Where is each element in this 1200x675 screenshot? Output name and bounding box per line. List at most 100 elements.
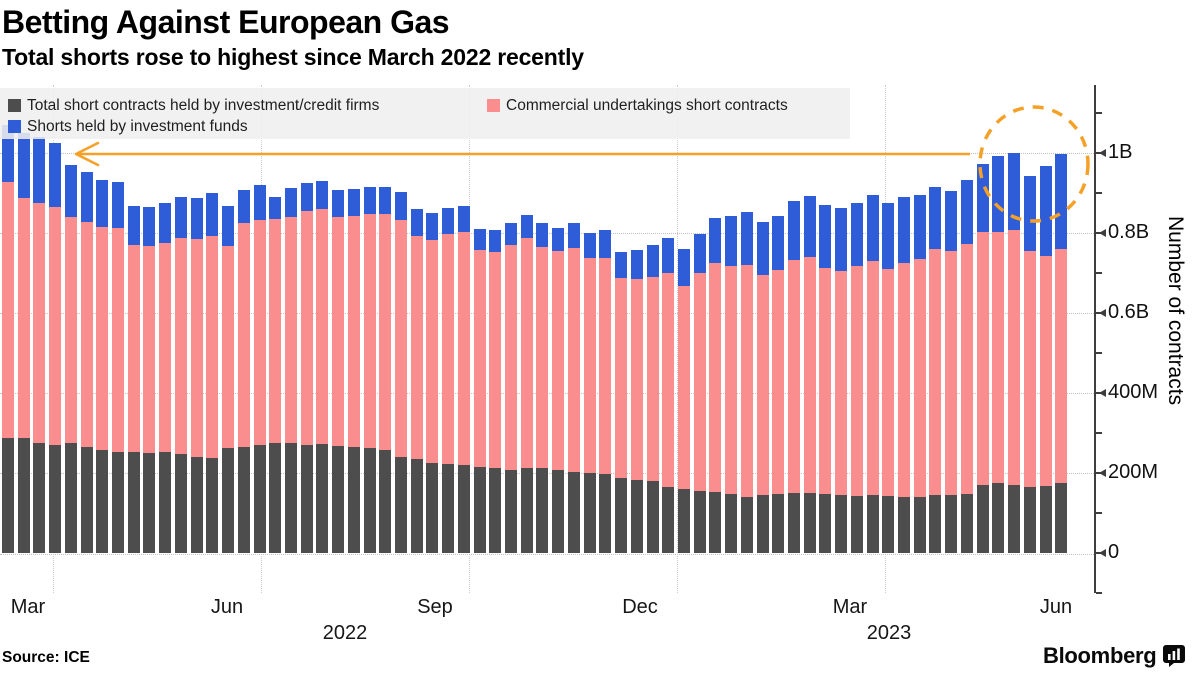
funds-segment xyxy=(803,195,816,258)
funds-segment xyxy=(64,165,77,217)
bar xyxy=(992,155,1005,553)
commercial-segment xyxy=(1039,255,1052,486)
funds-segment xyxy=(583,233,596,258)
funds-segment xyxy=(1008,153,1021,230)
funds-segment xyxy=(284,187,297,217)
commercial-segment xyxy=(913,259,926,497)
bar xyxy=(898,197,911,553)
commercial-segment xyxy=(630,279,643,480)
bar xyxy=(379,186,392,553)
y-minor-tick xyxy=(1096,352,1102,354)
funds-segment xyxy=(442,207,455,234)
y-tick-label: 0.6B xyxy=(1108,301,1150,324)
bar xyxy=(567,223,580,553)
funds-segment xyxy=(363,186,376,214)
firms-segment xyxy=(316,444,329,553)
x-tick-label-mar-4: Mar xyxy=(832,596,868,618)
bar xyxy=(2,125,14,553)
legend-label: Total short contracts held by investment… xyxy=(27,97,380,114)
commercial-segment xyxy=(882,269,895,496)
commercial-segment xyxy=(803,257,816,493)
funds-segment xyxy=(709,217,722,264)
bar xyxy=(112,181,125,553)
funds-segment xyxy=(316,181,329,209)
bar xyxy=(363,186,376,553)
firms-segment xyxy=(473,467,486,553)
commercial-segment xyxy=(898,263,911,497)
commercial-segment xyxy=(992,231,1005,484)
bar xyxy=(772,215,785,553)
bar xyxy=(630,249,643,553)
bar xyxy=(17,133,30,553)
funds-segment xyxy=(850,203,863,266)
bar xyxy=(316,181,329,553)
x-tick-label-jun-1: Jun xyxy=(210,596,244,618)
funds-segment xyxy=(882,202,895,269)
bar xyxy=(1055,154,1068,553)
firms-segment xyxy=(976,485,989,553)
legend-label: Commercial undertakings short contracts xyxy=(506,97,788,114)
bar xyxy=(332,189,345,553)
commercial-segment xyxy=(693,272,706,491)
bar xyxy=(410,209,423,553)
funds-segment xyxy=(80,171,93,222)
bar xyxy=(866,195,879,553)
funds-segment xyxy=(49,143,62,207)
funds-segment xyxy=(740,212,753,265)
bar xyxy=(945,190,958,553)
commercial-segment xyxy=(17,198,30,439)
bar xyxy=(552,227,565,553)
commercial-segment xyxy=(457,231,470,465)
commercial-segment xyxy=(222,245,235,448)
funds-segment xyxy=(2,125,14,182)
firms-segment xyxy=(505,469,518,553)
legend-swatch-firms xyxy=(8,99,21,112)
bar xyxy=(96,179,109,553)
bar xyxy=(929,187,942,553)
funds-segment xyxy=(33,137,46,203)
legend-swatch-commercial xyxy=(487,99,500,112)
bar xyxy=(505,223,518,553)
commercial-segment xyxy=(866,261,879,495)
bar xyxy=(835,208,848,553)
firms-segment xyxy=(646,481,659,553)
bar xyxy=(709,217,722,553)
legend-swatch-funds xyxy=(8,120,21,133)
commercial-segment xyxy=(174,237,187,454)
bar xyxy=(64,165,77,553)
y-tick-arrow-icon xyxy=(1099,229,1106,237)
funds-segment xyxy=(410,209,423,236)
funds-segment xyxy=(646,245,659,277)
x-year-label-2023: 2023 xyxy=(866,622,912,644)
firms-segment xyxy=(866,495,879,553)
funds-segment xyxy=(1055,154,1068,250)
funds-segment xyxy=(426,213,439,240)
commercial-segment xyxy=(960,243,973,494)
firms-segment xyxy=(395,456,407,553)
firms-segment xyxy=(677,489,690,553)
bar xyxy=(442,207,455,553)
commercial-segment xyxy=(945,250,958,495)
firms-segment xyxy=(127,451,140,553)
firms-segment xyxy=(882,495,895,553)
funds-segment xyxy=(127,205,140,245)
bloomberg-chart-icon xyxy=(1163,645,1186,667)
funds-segment xyxy=(159,203,172,243)
firms-segment xyxy=(410,459,423,553)
bar xyxy=(819,205,832,553)
commercial-segment xyxy=(49,207,62,445)
commercial-segment xyxy=(756,275,769,495)
firms-segment xyxy=(379,449,392,553)
y-tick-arrow-icon xyxy=(1099,389,1106,397)
firms-segment xyxy=(898,497,911,553)
funds-segment xyxy=(473,229,486,250)
funds-segment xyxy=(489,229,502,253)
firms-segment xyxy=(1023,486,1036,553)
bar xyxy=(222,205,235,553)
commercial-segment xyxy=(80,221,93,447)
bar xyxy=(756,221,769,553)
funds-segment xyxy=(190,197,203,239)
bar xyxy=(174,197,187,553)
y-axis-line xyxy=(1094,85,1096,593)
